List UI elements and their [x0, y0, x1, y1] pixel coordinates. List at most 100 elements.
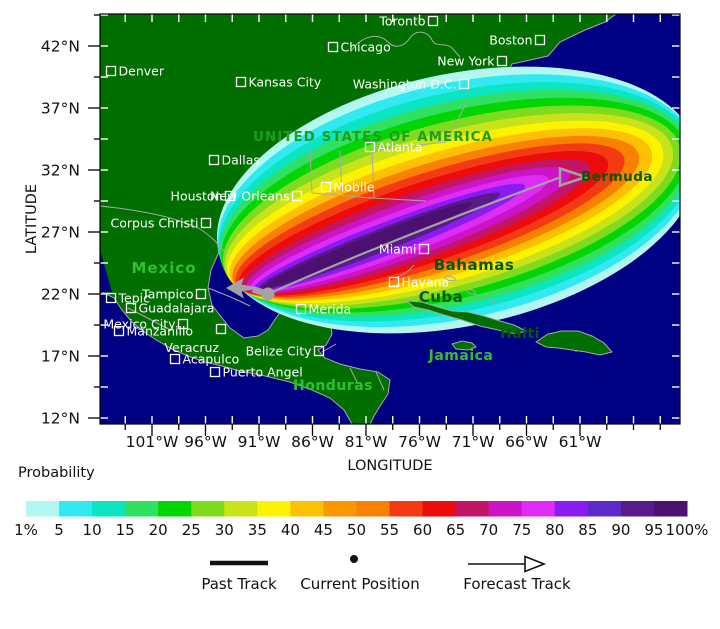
city-marker-boston [534, 34, 546, 46]
lon-tick-label: 81°W [345, 433, 388, 451]
colorbar-tick-label: 80 [545, 521, 564, 539]
city-marker-guadalajara [125, 302, 137, 314]
city-marker-mexico-city [177, 318, 189, 330]
colorbar-segment [356, 501, 391, 517]
colorbar-segment [323, 501, 357, 517]
colorbar-tick-label: 45 [314, 521, 333, 539]
city-label-denver: Denver [119, 64, 165, 79]
city-marker-havana [388, 276, 400, 288]
city-label-miami: Miami [379, 242, 417, 257]
city-label-tepic: Tepic [118, 291, 151, 306]
colorbar-tick-label: 75 [512, 521, 531, 539]
city-label-havana: Havana [402, 275, 450, 290]
island-hispaniola [535, 330, 613, 356]
city-marker-toronto [427, 15, 439, 27]
border-line [465, 289, 477, 295]
colorbar-segment [290, 501, 324, 517]
past-track-arrow-icon [226, 277, 260, 299]
colorbar-segment [257, 501, 291, 517]
city-marker-mobile [320, 181, 332, 193]
city-label-boston: Boston [489, 33, 532, 48]
country-label-haiti: Haiti [500, 326, 540, 342]
city-label-merida: Merida [309, 302, 352, 317]
colorbar-tick-label: 90 [611, 521, 630, 539]
border-line [349, 367, 359, 385]
city-marker-tepic [105, 292, 117, 304]
city-label-tampico: Tampico [141, 287, 193, 302]
country-label-honduras: Honduras [293, 378, 373, 394]
colorbar-tick-label: 15 [116, 521, 135, 539]
colorbar-segment [422, 501, 457, 517]
border-line [437, 260, 451, 269]
border-line [375, 371, 385, 391]
city-label-washington-d-c: Washington D.C. [353, 77, 457, 92]
border-line [321, 343, 337, 353]
colorbar-tick-label: 1% [14, 521, 38, 539]
axis-tick-labels: 42°N 37°N 32°N 27°N 22°N 17°N 12°N 101°W 96°W 91°… [41, 38, 601, 452]
country-label-jamaica: Jamaica [428, 348, 494, 364]
colorbar-tick-label: 30 [215, 521, 234, 539]
colorbar-segment [488, 501, 523, 517]
colorbar-tick-label: 35 [248, 521, 267, 539]
border-line [309, 149, 313, 194]
colorbar-tick-label: 85 [578, 521, 597, 539]
past-track-label: Past Track [201, 575, 277, 593]
city-marker-kansas-city [235, 76, 247, 88]
border-line [485, 298, 496, 304]
colorbar-tick-label: 95 [644, 521, 663, 539]
city-marker-houston [224, 190, 236, 202]
current-position-label: Current Position [300, 575, 420, 593]
city-label-guadalajara: Guadalajara [139, 301, 215, 316]
lat-tick-label: 27°N [41, 224, 80, 242]
city-label-dallas: Dallas [222, 153, 260, 168]
colorbar-segment [587, 501, 622, 517]
city-marker-atlanta [364, 141, 376, 153]
island-cuba [405, 300, 528, 335]
city-label-kansas-city: Kansas City [249, 75, 322, 90]
forecast-track-label: Forecast Track [463, 575, 571, 593]
city-marker-new-york [496, 55, 508, 67]
current-position-marker [261, 287, 275, 301]
colorbar-segment [620, 501, 655, 517]
forecast-track-line [267, 175, 562, 296]
city-marker-merida [295, 303, 307, 315]
city-marker-new-orleans [291, 190, 303, 202]
city-marker-miami [418, 243, 430, 255]
probability-band [263, 202, 473, 288]
city-marker-acapulco [169, 353, 181, 365]
border-line [371, 197, 427, 202]
colorbar: 1% 5 10 15 20 25 30 35 40 45 50 55 60 65 70 75 80 85 90 95 1… [14, 501, 708, 539]
lat-tick-label: 17°N [41, 348, 80, 366]
border-line [311, 192, 373, 199]
lon-tick-label: 96°W [184, 433, 227, 451]
city-label-houston: Houston [171, 189, 223, 204]
colorbar-segment [224, 501, 258, 517]
current-position-symbol [350, 555, 358, 563]
city-marker-chicago [327, 41, 339, 53]
lon-tick-label: 66°W [505, 433, 548, 451]
city-label-belize-city: Belize City [246, 344, 313, 359]
colorbar-tick-label: 100% [666, 521, 709, 539]
lat-tick-label: 42°N [41, 38, 80, 56]
country-label-bermuda: Bermuda [581, 169, 653, 185]
colorbar-tick-label: 40 [281, 521, 300, 539]
lon-tick-label: 86°W [291, 433, 334, 451]
colorbar-tick-label: 5 [54, 521, 64, 539]
lon-tick-label: 101°W [126, 433, 179, 451]
border-line [371, 149, 375, 199]
city-marker-corpus-christi [200, 217, 212, 229]
track-legend: Past Track Current Position Forecast Tra… [201, 555, 571, 593]
gulf-of-california [100, 250, 112, 292]
island-jamaica [451, 340, 477, 351]
colorbar-tick-label: 20 [149, 521, 168, 539]
city-marker-belize-city [313, 345, 325, 357]
colorbar-segment [389, 501, 424, 517]
colorbar-segment [158, 501, 192, 517]
x-axis-title: LONGITUDE [347, 458, 432, 474]
border-line [371, 141, 447, 151]
lon-tick-label: 61°W [559, 433, 602, 451]
lon-tick-label: 91°W [238, 433, 281, 451]
colorbar-segment [554, 501, 589, 517]
colorbar-tick-label: 10 [83, 521, 102, 539]
